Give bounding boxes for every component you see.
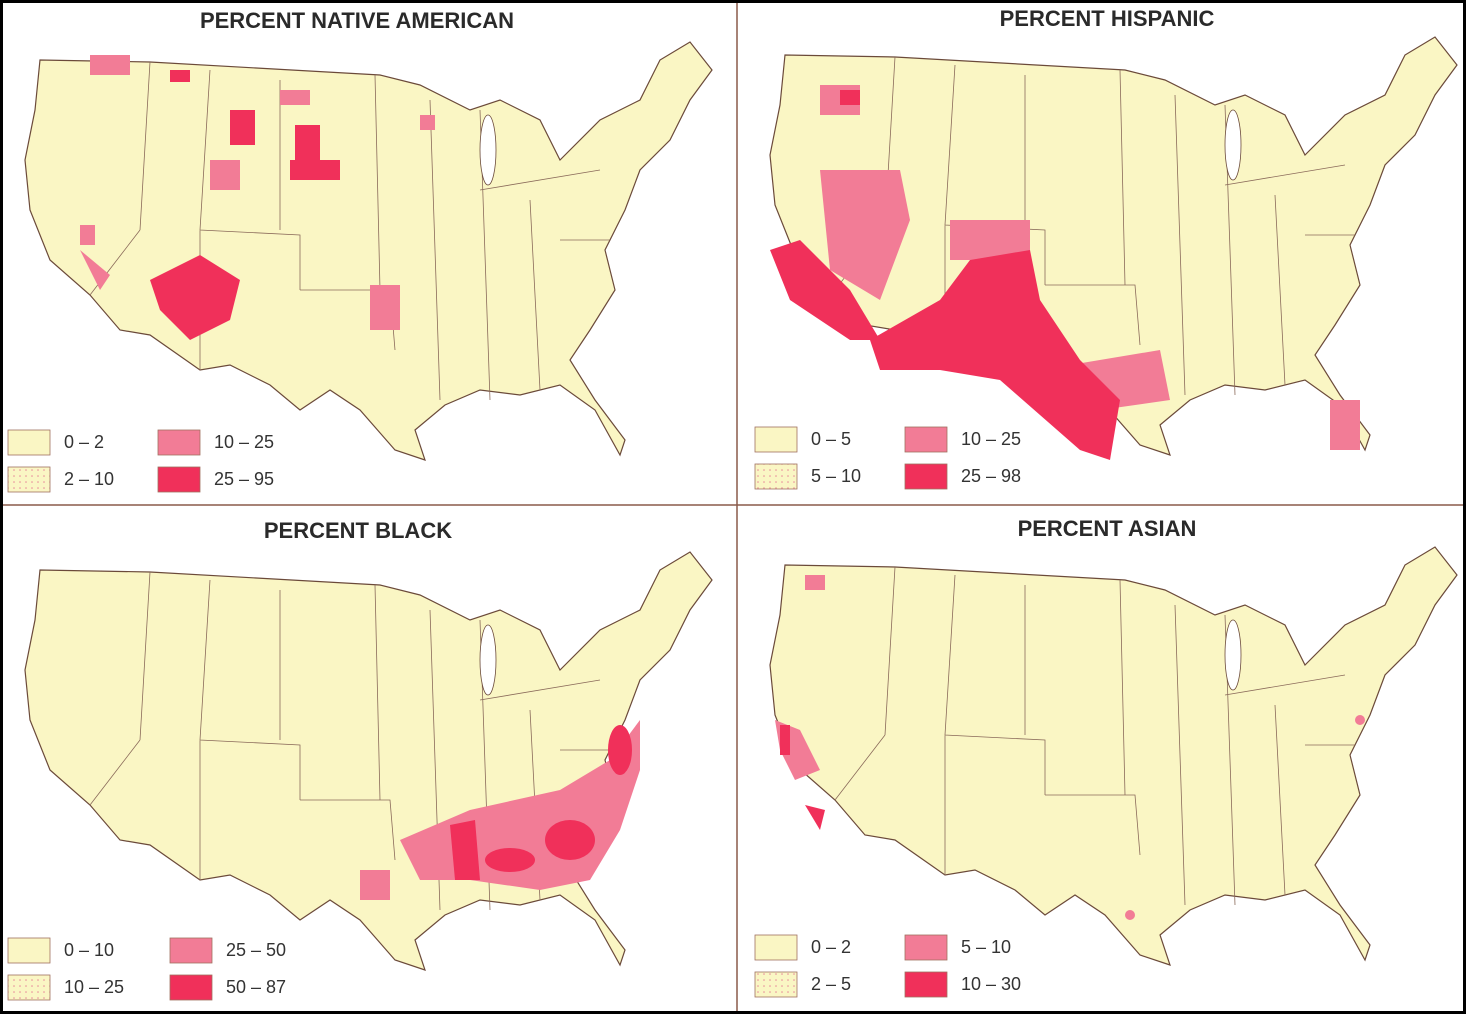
legend-label: 0 – 5 (811, 429, 851, 449)
legend-swatch (157, 466, 201, 493)
legend-label: 5 – 10 (961, 937, 1011, 957)
legend-swatch (754, 934, 798, 961)
panel-title: PERCENT NATIVE AMERICAN (200, 8, 514, 33)
legend-label: 5 – 10 (811, 466, 861, 486)
legend-swatch (7, 937, 51, 964)
legend-swatch (904, 426, 948, 453)
legend-label: 10 – 25 (64, 977, 124, 997)
map-black (25, 552, 712, 970)
legend-label: 10 – 25 (214, 432, 274, 452)
legend-label: 50 – 87 (226, 977, 286, 997)
legend-label: 2 – 10 (64, 469, 114, 489)
legend-label: 2 – 5 (811, 974, 851, 994)
legend-label: 0 – 2 (64, 432, 104, 452)
map-hispanic (770, 37, 1457, 460)
legend-swatch (904, 971, 948, 998)
legend-swatch (169, 937, 213, 964)
panel-title: PERCENT BLACK (264, 518, 452, 543)
legend-swatch (157, 429, 201, 456)
map-asian (770, 547, 1457, 965)
legend-label: 25 – 95 (214, 469, 274, 489)
legend-swatch (7, 466, 51, 493)
legend-swatch (754, 463, 798, 490)
panel-title: PERCENT ASIAN (1018, 516, 1197, 541)
legend-swatch (754, 971, 798, 998)
legend-swatch (754, 426, 798, 453)
legend-label: 0 – 2 (811, 937, 851, 957)
legend-swatch (7, 429, 51, 456)
legend-label: 10 – 30 (961, 974, 1021, 994)
legend-label: 10 – 25 (961, 429, 1021, 449)
panel-title: PERCENT HISPANIC (1000, 6, 1215, 31)
legend-swatch (169, 974, 213, 1001)
legend-label: 0 – 10 (64, 940, 114, 960)
legend-swatch (7, 974, 51, 1001)
legend-swatch (904, 934, 948, 961)
legend-label: 25 – 98 (961, 466, 1021, 486)
map-native-american (25, 42, 712, 460)
legend-swatch (904, 463, 948, 490)
legend-label: 25 – 50 (226, 940, 286, 960)
